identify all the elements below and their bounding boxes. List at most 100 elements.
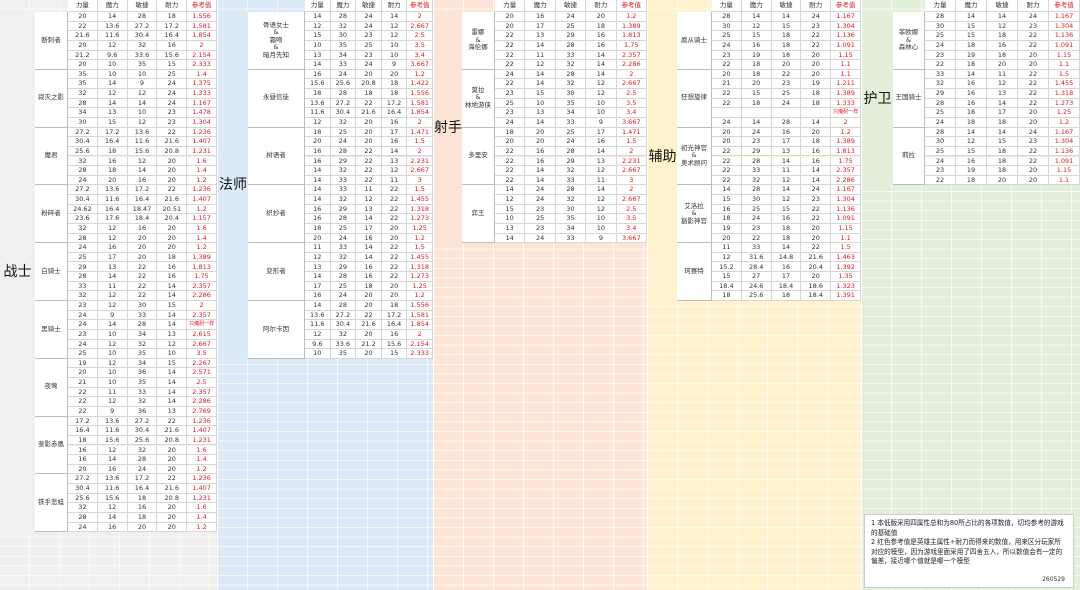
value-cell: 30.4 (330, 320, 357, 330)
value-cell: 22 (381, 243, 408, 253)
value-cell: 17 (771, 137, 802, 147)
value-cell: 1.15 (831, 223, 861, 234)
value-cell: 12 (525, 60, 556, 70)
value-cell: 24 (555, 137, 587, 147)
value-cell: 1.455 (1049, 79, 1080, 90)
value-cell: 18 (771, 291, 802, 301)
value-cell: 18 (381, 301, 408, 311)
value-cell: 16.4 (97, 137, 128, 147)
value-cell: 23 (925, 166, 956, 176)
value-cell: 22 (157, 416, 188, 427)
value-cell: 14 (97, 512, 128, 523)
value-cell: 32 (555, 79, 587, 90)
value-cell: 1.5 (407, 243, 433, 253)
value-cell: 2.357 (187, 310, 217, 321)
value-cell: 28 (68, 98, 98, 109)
value-cell: 17 (771, 272, 802, 282)
value-cell: 35 (330, 349, 357, 359)
value-cell: 1.273 (407, 214, 433, 224)
value-cell: 10 (381, 40, 408, 51)
column-header: 敏捷 (987, 0, 1018, 12)
value-cell: 30 (712, 21, 742, 32)
hero-name: 莉拉 (893, 127, 925, 186)
value-cell: 18 (127, 493, 158, 504)
value-cell: 2.333 (407, 349, 433, 359)
value-cell: 13 (97, 262, 128, 273)
hero-name: 黑骑士 (35, 301, 68, 359)
value-cell: 20 (801, 60, 832, 70)
value-cell: 1.471 (616, 127, 647, 138)
value-cell: 24 (330, 69, 357, 80)
value-cell: 15 (525, 89, 556, 99)
value-cell: 32 (127, 40, 158, 51)
value-cell: 17.2 (127, 185, 158, 196)
value-cell: 33 (127, 310, 158, 321)
value-cell: 33 (925, 69, 956, 80)
value-cell: 20 (127, 233, 158, 244)
value-cell: 24 (68, 522, 98, 533)
value-cell: 1.6 (187, 445, 217, 456)
value-cell: 16 (97, 156, 128, 167)
value-cell: 32 (330, 252, 357, 263)
value-cell: 14 (771, 243, 802, 253)
value-cell: 15 (956, 21, 987, 32)
value-cell: 2 (831, 117, 861, 128)
value-cell: 12 (771, 175, 802, 186)
value-cell: 1.6 (187, 156, 217, 167)
value-cell: 30 (555, 89, 587, 99)
value-cell: 17.2 (381, 98, 408, 109)
value-cell: 22 (495, 40, 526, 51)
value-cell: 20 (712, 69, 742, 80)
column-header: 参考值 (1049, 0, 1080, 12)
value-cell: 13.6 (305, 310, 331, 321)
value-cell: 22 (381, 204, 408, 215)
value-cell: 1.304 (831, 195, 861, 205)
value-cell: 1.333 (187, 89, 217, 99)
value-cell: 14 (157, 320, 188, 330)
value-cell: 20 (305, 233, 331, 244)
value-cell: 20 (157, 445, 188, 456)
value-cell: 1.2 (831, 127, 861, 138)
value-cell: 12 (586, 204, 617, 215)
value-cell: 24 (330, 233, 357, 244)
value-cell: 18 (495, 127, 526, 138)
value-cell: 2.5 (616, 89, 647, 99)
value-cell: 13.6 (127, 127, 158, 138)
value-cell (741, 108, 772, 118)
value-cell: 1.854 (407, 320, 433, 330)
value-cell: 19 (68, 358, 98, 369)
value-cell: 17 (97, 252, 128, 263)
value-cell: 14 (525, 69, 556, 80)
value-cell: 16 (127, 503, 158, 513)
value-cell: 15 (157, 301, 188, 311)
value-cell: 9 (97, 406, 128, 417)
value-cell: 25.6 (68, 146, 98, 157)
value-cell: 13 (305, 50, 331, 61)
value-cell: 20 (356, 137, 382, 147)
value-cell: 3.4 (616, 223, 647, 234)
value-cell: 13.6 (97, 21, 128, 32)
hero-name: 雷娜 & 海伦娜 (462, 12, 495, 70)
value-cell: 13.6 (97, 416, 128, 427)
value-cell: 17 (987, 108, 1018, 118)
value-cell: 22 (712, 166, 742, 176)
hero-name: 变形者 (248, 243, 305, 301)
value-cell: 2.231 (407, 156, 433, 167)
value-cell: 30.4 (330, 108, 357, 118)
value-cell: 14 (157, 291, 188, 301)
value-cell: 12 (97, 301, 128, 311)
value-cell: 12 (712, 252, 742, 263)
value-cell: 32 (68, 291, 98, 301)
value-cell: 28 (68, 233, 98, 244)
value-cell: 18.4 (712, 281, 742, 292)
value-cell: 35 (127, 60, 158, 70)
value-cell: 22 (495, 156, 526, 167)
value-cell: 18 (956, 117, 987, 128)
value-cell: 16.4 (381, 320, 408, 330)
value-cell: 24 (741, 127, 772, 138)
value-cell: 9.6 (305, 339, 331, 350)
value-cell: 20 (127, 243, 158, 253)
value-cell: 1.231 (187, 146, 217, 157)
value-cell: 12 (381, 31, 408, 41)
value-cell: 32 (127, 339, 158, 350)
